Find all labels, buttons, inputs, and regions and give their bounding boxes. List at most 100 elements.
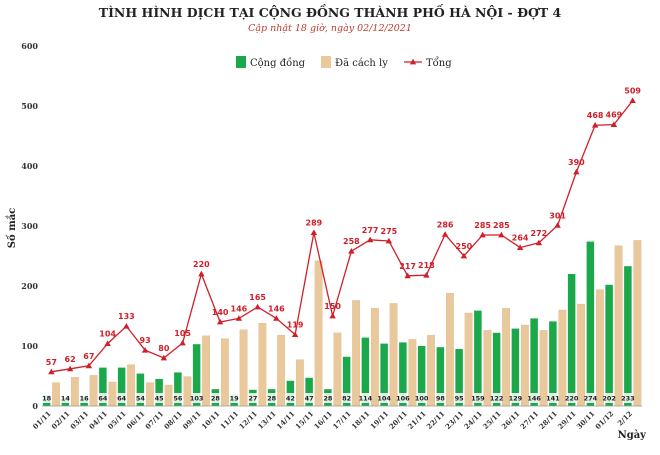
- community-label-bg: [605, 393, 614, 403]
- community-label-bg: [473, 393, 483, 403]
- x-tick-label: 22/11: [425, 409, 447, 431]
- community-label-bg: [248, 393, 258, 403]
- community-value-label: 16: [80, 395, 90, 403]
- x-tick-label: 02/11: [50, 409, 72, 431]
- total-value-label: 275: [381, 227, 398, 236]
- bar-isolated: [52, 382, 61, 407]
- community-label-bg: [173, 393, 183, 403]
- total-point: [629, 97, 636, 103]
- total-value-label: 285: [493, 221, 510, 230]
- bar-community: [474, 310, 482, 406]
- community-value-label: 95: [455, 395, 465, 403]
- total-value-label: 165: [249, 293, 266, 302]
- total-value-label: 105: [174, 329, 191, 338]
- bar-isolated: [502, 308, 511, 407]
- bar-community: [99, 367, 107, 406]
- community-value-label: 114: [359, 395, 373, 403]
- x-tick-label: 14/11: [275, 409, 297, 431]
- bar-community: [567, 274, 576, 406]
- legend-marker-total: [409, 58, 417, 65]
- total-point: [404, 272, 411, 279]
- total-point: [460, 252, 468, 259]
- x-tick-label: 18/11: [350, 409, 372, 431]
- bar-community: [511, 328, 520, 406]
- bar-isolated: [389, 303, 398, 407]
- total-value-label: 220: [193, 260, 210, 269]
- total-point: [516, 244, 524, 250]
- total-point: [479, 231, 486, 238]
- bar-community: [136, 373, 145, 406]
- bar-isolated: [89, 375, 98, 407]
- bar-isolated: [295, 359, 304, 407]
- community-label-bg: [548, 393, 558, 403]
- community-label-bg: [192, 393, 201, 403]
- total-point: [441, 231, 449, 237]
- total-point: [610, 121, 618, 127]
- x-tick-label: 25/11: [481, 409, 503, 431]
- bar-isolated: [127, 364, 136, 407]
- total-point: [254, 303, 261, 310]
- community-value-label: 220: [565, 395, 579, 403]
- community-value-label: 100: [415, 395, 429, 403]
- bar-community: [174, 372, 182, 406]
- community-label-bg: [530, 393, 539, 403]
- total-value-label: 277: [362, 226, 379, 235]
- total-point: [123, 323, 130, 329]
- bar-isolated: [445, 293, 454, 407]
- community-value-label: 47: [305, 395, 314, 403]
- bar-isolated: [314, 260, 323, 407]
- total-value-label: 289: [306, 219, 323, 228]
- community-label-bg: [42, 393, 51, 403]
- x-tick-label: 08/11: [162, 409, 184, 431]
- total-value-label: 285: [474, 221, 491, 230]
- community-value-label: 98: [436, 395, 446, 403]
- bar-community: [117, 367, 126, 406]
- community-value-label: 54: [136, 395, 146, 403]
- bar-isolated: [370, 308, 379, 407]
- total-value-label: 150: [324, 302, 341, 311]
- community-value-label: 28: [211, 395, 221, 403]
- x-tick-label: 06/11: [125, 409, 147, 431]
- community-value-label: 14: [61, 395, 71, 403]
- community-label-bg: [80, 393, 89, 403]
- chart-title: TÌNH HÌNH DỊCH TẠI CỘNG ĐỒNG THÀNH PHỐ H…: [99, 3, 562, 20]
- x-tick-label: 10/11: [200, 409, 222, 431]
- community-value-label: 27: [248, 395, 257, 403]
- community-label-bg: [586, 393, 595, 403]
- x-tick-label: 29/11: [556, 409, 578, 431]
- community-label-bg: [117, 393, 126, 403]
- bar-isolated: [577, 303, 586, 407]
- bar-isolated: [202, 335, 211, 407]
- total-point: [273, 315, 280, 321]
- x-tick-label: 23/11: [443, 409, 465, 431]
- y-tick-label: 600: [21, 41, 38, 51]
- community-value-label: 64: [117, 395, 127, 403]
- total-value-label: 390: [568, 158, 585, 167]
- legend-label-isolated: Đã cách ly: [335, 58, 388, 69]
- community-label-bg: [211, 393, 220, 403]
- total-point: [160, 354, 168, 361]
- community-value-label: 141: [546, 395, 560, 403]
- total-point: [179, 339, 186, 346]
- y-axis-label: Số mắc: [6, 208, 18, 249]
- bar-isolated: [277, 335, 286, 407]
- community-value-label: 104: [377, 395, 391, 403]
- bar-isolated: [70, 377, 79, 407]
- y-tick-label: 200: [21, 281, 38, 291]
- total-value-label: 469: [606, 111, 623, 120]
- bar-community: [192, 344, 201, 406]
- community-value-label: 122: [490, 395, 504, 403]
- community-value-label: 45: [155, 395, 165, 403]
- legend-swatch-isolated: [321, 56, 331, 68]
- x-tick-label: 13/11: [256, 409, 278, 431]
- total-value-label: 264: [512, 234, 529, 243]
- total-value-label: 250: [456, 242, 473, 251]
- community-label-bg: [323, 393, 333, 403]
- bar-isolated: [108, 381, 117, 407]
- community-label-bg: [436, 393, 445, 403]
- bar-community: [305, 377, 313, 406]
- community-value-label: 159: [471, 395, 485, 403]
- community-value-label: 233: [621, 395, 635, 403]
- total-point: [348, 248, 355, 254]
- total-value-label: 57: [46, 358, 57, 367]
